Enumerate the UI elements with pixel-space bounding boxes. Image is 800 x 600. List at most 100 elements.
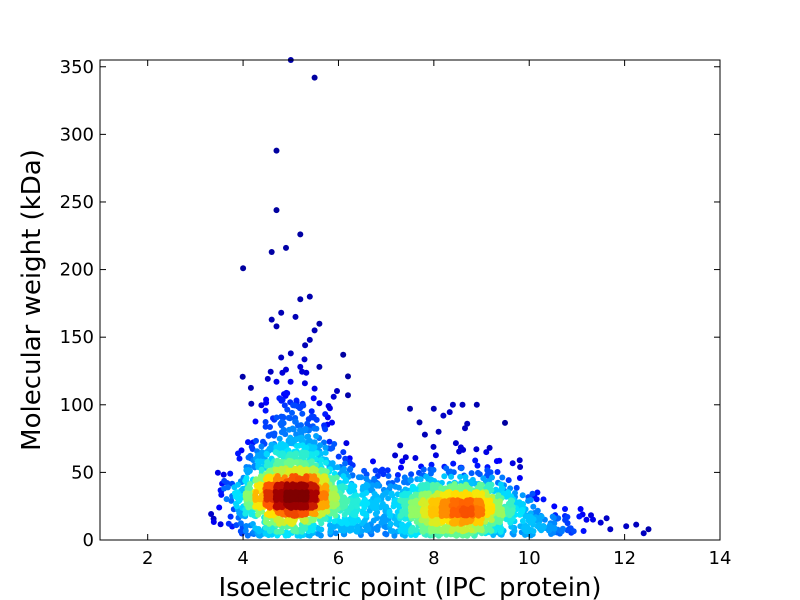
data-point xyxy=(322,444,329,451)
data-point xyxy=(265,432,272,439)
data-point xyxy=(272,449,279,456)
data-point xyxy=(242,510,249,517)
data-point xyxy=(450,510,457,517)
data-point xyxy=(280,420,287,427)
data-point xyxy=(318,520,325,527)
data-point xyxy=(404,491,411,498)
data-point xyxy=(223,496,230,503)
data-point xyxy=(549,513,556,520)
data-point xyxy=(378,519,385,526)
data-point xyxy=(387,520,394,527)
data-point xyxy=(317,461,324,468)
data-point xyxy=(297,363,304,370)
data-point xyxy=(305,433,312,440)
data-point xyxy=(428,461,435,468)
data-point xyxy=(384,489,390,496)
data-point xyxy=(439,504,446,511)
data-point xyxy=(262,519,269,526)
data-point xyxy=(268,461,275,468)
data-point xyxy=(387,483,394,490)
data-point xyxy=(379,466,386,473)
data-point xyxy=(412,505,419,512)
data-point xyxy=(488,517,495,523)
data-point xyxy=(442,512,449,519)
data-point xyxy=(227,470,234,477)
data-point xyxy=(278,528,285,535)
data-point xyxy=(570,528,577,535)
data-point xyxy=(274,493,281,500)
data-point xyxy=(349,483,356,490)
data-point xyxy=(270,512,277,519)
data-point xyxy=(247,481,253,487)
data-point xyxy=(389,528,396,535)
data-point xyxy=(339,467,346,474)
data-point xyxy=(427,470,434,477)
data-point xyxy=(465,497,471,504)
y-tick-label: 200 xyxy=(60,260,94,281)
data-point xyxy=(390,503,397,510)
data-point xyxy=(293,436,300,443)
data-point xyxy=(516,475,523,481)
data-point xyxy=(227,513,234,520)
data-point xyxy=(292,489,299,496)
data-point xyxy=(239,373,246,380)
data-point xyxy=(322,449,329,456)
data-point xyxy=(363,527,370,533)
data-point xyxy=(540,496,547,503)
data-point xyxy=(287,378,294,385)
data-point xyxy=(279,369,286,376)
data-point xyxy=(412,455,419,461)
data-point xyxy=(389,492,396,499)
data-point xyxy=(316,320,323,327)
data-point xyxy=(392,483,399,490)
data-point xyxy=(255,526,262,532)
data-point xyxy=(333,474,340,481)
data-point xyxy=(311,425,318,432)
data-point xyxy=(292,418,299,425)
data-point xyxy=(245,439,251,446)
data-point xyxy=(262,407,269,414)
data-point xyxy=(274,481,281,488)
data-point xyxy=(247,384,254,391)
data-point xyxy=(420,466,427,473)
data-point xyxy=(247,452,254,459)
data-point xyxy=(407,477,414,484)
data-point xyxy=(243,496,250,502)
data-point xyxy=(334,388,340,394)
data-point xyxy=(244,490,251,497)
data-point xyxy=(407,499,414,506)
data-point xyxy=(527,497,534,503)
data-point xyxy=(583,516,590,523)
data-point xyxy=(289,409,295,416)
data-point xyxy=(450,460,457,467)
data-point xyxy=(318,457,324,464)
data-point xyxy=(293,459,299,466)
data-point xyxy=(329,445,336,451)
data-point xyxy=(385,495,392,502)
data-point xyxy=(344,508,351,515)
data-point xyxy=(297,476,304,483)
data-point xyxy=(287,350,294,357)
data-point xyxy=(258,443,265,450)
data-point xyxy=(317,532,324,539)
data-point xyxy=(384,467,391,474)
data-point xyxy=(345,373,351,380)
data-point xyxy=(502,419,508,426)
data-point xyxy=(293,397,300,404)
data-point xyxy=(445,490,451,497)
data-point xyxy=(292,313,299,320)
data-point xyxy=(468,527,475,534)
data-point xyxy=(342,455,349,462)
data-point xyxy=(359,510,366,517)
data-point xyxy=(351,498,358,505)
data-point xyxy=(274,457,281,464)
data-point xyxy=(260,438,266,445)
data-point xyxy=(234,491,240,498)
data-point xyxy=(509,460,516,467)
data-point xyxy=(293,504,300,511)
data-point xyxy=(291,517,298,524)
data-point xyxy=(214,469,221,476)
data-point xyxy=(321,475,328,482)
data-point xyxy=(273,378,280,385)
data-point xyxy=(519,492,526,499)
